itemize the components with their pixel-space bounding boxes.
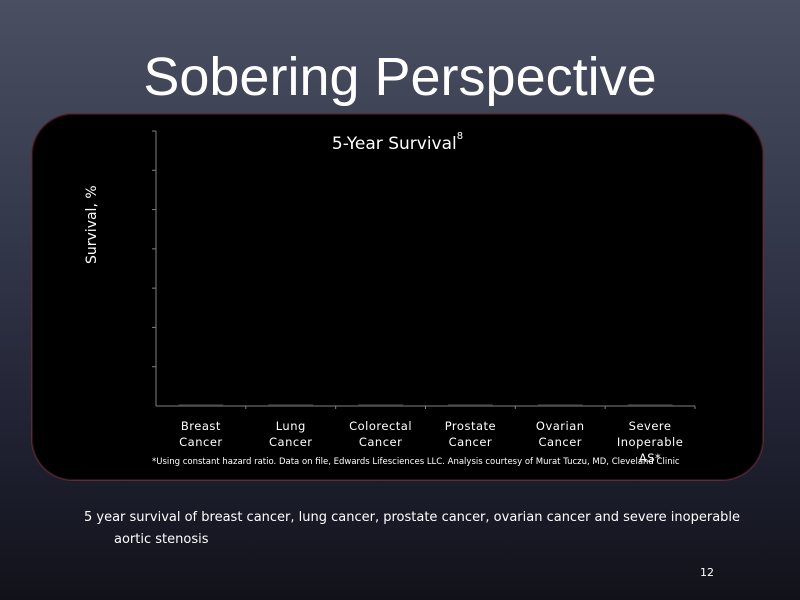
bar-2 bbox=[268, 404, 314, 406]
bar-1 bbox=[178, 404, 224, 406]
slide-caption: 5 year survival of breast cancer, lung c… bbox=[84, 507, 764, 551]
chart-title-text: 5-Year Survival bbox=[331, 134, 457, 154]
x-tick-label-line: AS* bbox=[638, 451, 662, 465]
x-tick-label-line: Ovarian bbox=[535, 419, 585, 433]
chart-title: 5-Year Survival8 bbox=[32, 131, 763, 154]
x-tick-label: Ovarian Cancer bbox=[520, 418, 600, 450]
x-tick-label-line: Colorectal bbox=[349, 419, 413, 433]
x-tick-label-line: Cancer bbox=[448, 435, 493, 449]
slide-title: Sobering Perspective bbox=[143, 47, 657, 107]
chart-panel: 5-Year Survival8 Survival, % Breast Cance… bbox=[31, 113, 764, 481]
x-tick-label-line: Cancer bbox=[538, 435, 582, 449]
x-tick-label-line: Prostate bbox=[444, 419, 497, 433]
x-tick-label: Breast Cancer bbox=[161, 418, 241, 450]
x-tick-label-line: Inoperable bbox=[616, 435, 684, 449]
x-tick-label-line: Cancer bbox=[179, 435, 223, 449]
bar-6 bbox=[627, 404, 673, 406]
bar-chart bbox=[152, 130, 696, 409]
x-tick-label-line: Severe bbox=[628, 419, 672, 433]
y-axis-label: Survival, % bbox=[84, 185, 100, 264]
caption-line-2: aortic stenosis bbox=[114, 532, 209, 547]
page-number: 12 bbox=[700, 566, 714, 579]
x-tick-label: Lung Cancer bbox=[251, 418, 331, 450]
x-tick-label-line: Lung bbox=[275, 419, 306, 433]
x-tick-label: Prostate Cancer bbox=[430, 418, 510, 450]
bar-3 bbox=[358, 404, 404, 406]
x-tick-label: Severe Inoperable AS* bbox=[610, 418, 690, 466]
x-tick-label-line: Cancer bbox=[358, 435, 403, 449]
caption-line-1: 5 year survival of breast cancer, lung c… bbox=[84, 510, 741, 525]
bar-4 bbox=[447, 404, 493, 406]
bar-5 bbox=[537, 404, 583, 406]
x-tick-label-line: Breast bbox=[180, 419, 221, 433]
x-tick-label: Colorectal Cancer bbox=[341, 418, 421, 450]
chart-title-superscript: 8 bbox=[456, 131, 464, 143]
x-tick-label-line: Cancer bbox=[269, 435, 313, 449]
chart-footnote: *Using constant hazard ratio. Data on fi… bbox=[152, 457, 680, 467]
